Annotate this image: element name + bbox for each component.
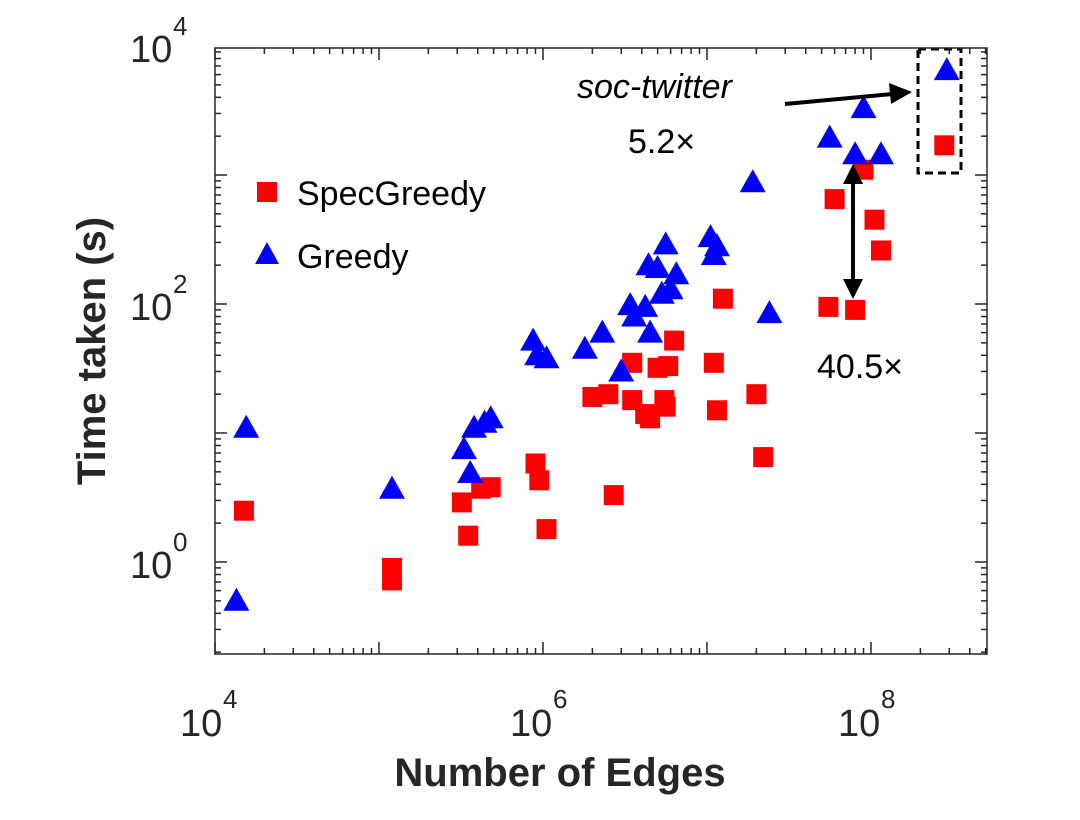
- legend-label-specgreedy: SpecGreedy: [297, 175, 486, 213]
- specgreedy-point: [818, 296, 839, 317]
- greedy-point: [589, 319, 616, 343]
- specgreedy-point: [864, 209, 885, 230]
- legend-marker-triangle: [255, 242, 279, 264]
- specgreedy-point: [598, 384, 619, 405]
- greedy-point: [520, 327, 547, 351]
- svg-text:6: 6: [553, 684, 567, 714]
- specgreedy-point: [458, 525, 479, 546]
- y-tick-label: 10 2: [130, 269, 187, 329]
- greedy-point: [756, 300, 783, 324]
- specgreedy-point: [640, 408, 661, 429]
- specgreedy-point: [525, 453, 546, 474]
- svg-text:0: 0: [173, 527, 187, 557]
- svg-text:4: 4: [223, 684, 237, 714]
- y-axis-title: Time taken (s): [70, 217, 114, 485]
- greedy-point: [652, 231, 679, 255]
- specgreedy-point: [746, 384, 767, 405]
- greedy-point: [379, 475, 405, 499]
- annotation-soc-twitter: soc-twitter: [577, 68, 734, 106]
- greedy-point: [933, 57, 960, 81]
- specgreedy-point: [658, 356, 679, 377]
- greedy-point: [233, 414, 260, 438]
- greedy-point: [868, 141, 894, 165]
- specgreedy-point: [707, 400, 727, 421]
- greedy-point: [644, 255, 671, 278]
- specgreedy-point: [655, 396, 676, 417]
- svg-text:10: 10: [130, 287, 172, 329]
- x-tick-label: 10 6: [510, 684, 567, 745]
- specgreedy-point: [845, 299, 866, 320]
- greedy-point: [739, 169, 766, 193]
- specgreedy-point: [664, 330, 685, 351]
- specgreedy-point: [753, 447, 774, 468]
- svg-text:4: 4: [173, 11, 187, 41]
- greedy-point: [608, 358, 635, 382]
- x-tick-label: 10 8: [838, 684, 895, 745]
- greedy-point: [223, 587, 250, 611]
- greedy-point: [457, 460, 484, 483]
- highlight-box: [916, 47, 963, 175]
- specgreedy-point: [536, 519, 557, 540]
- specgreedy-point: [451, 492, 472, 513]
- svg-text:10: 10: [838, 703, 880, 745]
- series-specgreedy: [233, 135, 955, 591]
- greedy-point: [657, 276, 684, 300]
- minor-ticks: [215, 48, 987, 654]
- annotation-speedup-twitter: 5.2×: [628, 123, 695, 161]
- y-tick-label: 10 0: [130, 527, 187, 587]
- specgreedy-point: [529, 470, 550, 491]
- greedy-point: [451, 436, 477, 460]
- arrow-to-twitter: [784, 83, 912, 106]
- svg-text:2: 2: [173, 269, 187, 299]
- specgreedy-point: [480, 477, 501, 498]
- specgreedy-point: [603, 485, 624, 506]
- major-ticks: [214, 48, 987, 654]
- greedy-point: [704, 233, 730, 257]
- svg-text:10: 10: [510, 703, 552, 745]
- greedy-point: [663, 261, 690, 285]
- svg-text:8: 8: [881, 684, 895, 714]
- greedy-point: [850, 95, 877, 119]
- greedy-point: [816, 124, 843, 148]
- double-arrow-speedup: [843, 164, 863, 299]
- specgreedy-point: [712, 288, 733, 309]
- legend: SpecGreedy Greedy: [255, 175, 486, 276]
- legend-marker-square: [257, 182, 277, 202]
- greedy-point: [632, 293, 659, 317]
- greedy-point: [571, 335, 598, 359]
- specgreedy-point: [233, 500, 254, 521]
- specgreedy-point: [871, 240, 891, 261]
- greedy-point: [533, 345, 560, 369]
- specgreedy-point: [703, 352, 724, 373]
- specgreedy-point: [382, 570, 402, 591]
- specgreedy-point: [582, 387, 603, 407]
- svg-text:10: 10: [130, 545, 172, 587]
- specgreedy-point: [824, 189, 845, 210]
- specgreedy-point: [622, 352, 643, 373]
- specgreedy-point: [853, 159, 874, 180]
- x-tick-label: 10 4: [180, 684, 237, 745]
- plot-frame: [214, 47, 988, 655]
- legend-label-greedy: Greedy: [297, 238, 409, 276]
- svg-text:10: 10: [180, 703, 222, 745]
- specgreedy-point: [934, 135, 955, 156]
- svg-text:10: 10: [130, 29, 172, 71]
- greedy-point: [477, 405, 504, 429]
- annotation-speedup-max: 40.5×: [817, 348, 903, 386]
- x-axis-title: Number of Edges: [394, 751, 725, 795]
- series-greedy: [223, 57, 960, 611]
- greedy-point: [842, 141, 869, 165]
- greedy-point: [637, 319, 664, 343]
- y-tick-label: 10 4: [130, 11, 187, 71]
